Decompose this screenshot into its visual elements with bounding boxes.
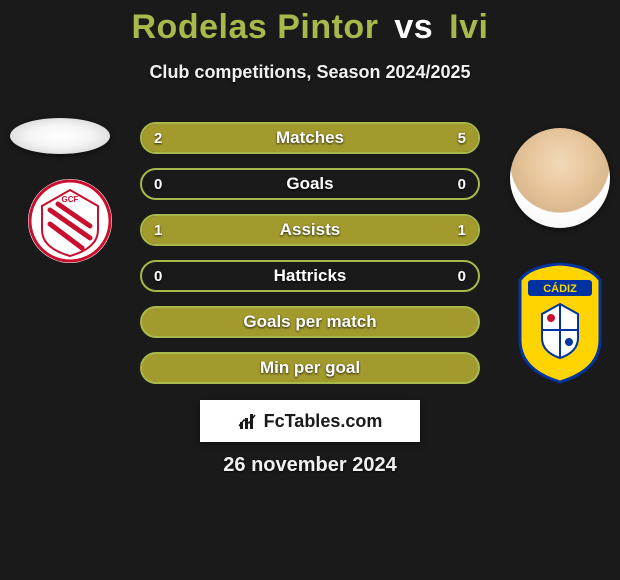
granada-badge-icon: GCF [20,178,120,264]
stat-label: Matches [142,124,478,152]
stat-label: Goals [142,170,478,198]
site-label: FcTables.com [264,411,383,432]
svg-text:CÁDIZ: CÁDIZ [543,282,577,295]
stat-row: Min per goal [140,352,480,384]
subtitle: Club competitions, Season 2024/2025 [0,62,620,83]
player1-club-badge: GCF [20,178,120,264]
stat-row: 00Goals [140,168,480,200]
stat-label: Assists [142,216,478,244]
stat-row: 11Assists [140,214,480,246]
vs-label: vs [394,8,433,46]
stat-row: 00Hattricks [140,260,480,292]
stat-rows: 25Matches 00Goals 11Assists 00Hattricks Goal… [140,122,480,398]
comparison-card: Rodelas Pintor vs Ivi Club competitions,… [0,0,620,580]
stat-label: Min per goal [142,354,478,382]
site-badge[interactable]: FcTables.com [200,400,420,442]
svg-text:GCF: GCF [62,195,79,204]
stat-row: 25Matches [140,122,480,154]
player2-avatar [510,128,610,228]
player2-name: Ivi [449,8,488,46]
stat-label: Goals per match [142,308,478,336]
player1-avatar [10,118,110,154]
stat-row: Goals per match [140,306,480,338]
cadiz-badge-icon: CÁDIZ [510,260,610,386]
player1-name: Rodelas Pintor [132,8,379,46]
stat-label: Hattricks [142,262,478,290]
page-title: Rodelas Pintor vs Ivi [0,8,620,47]
date-label: 26 november 2024 [0,454,620,477]
player2-club-badge: CÁDIZ [510,260,610,386]
chart-icon [238,411,258,431]
